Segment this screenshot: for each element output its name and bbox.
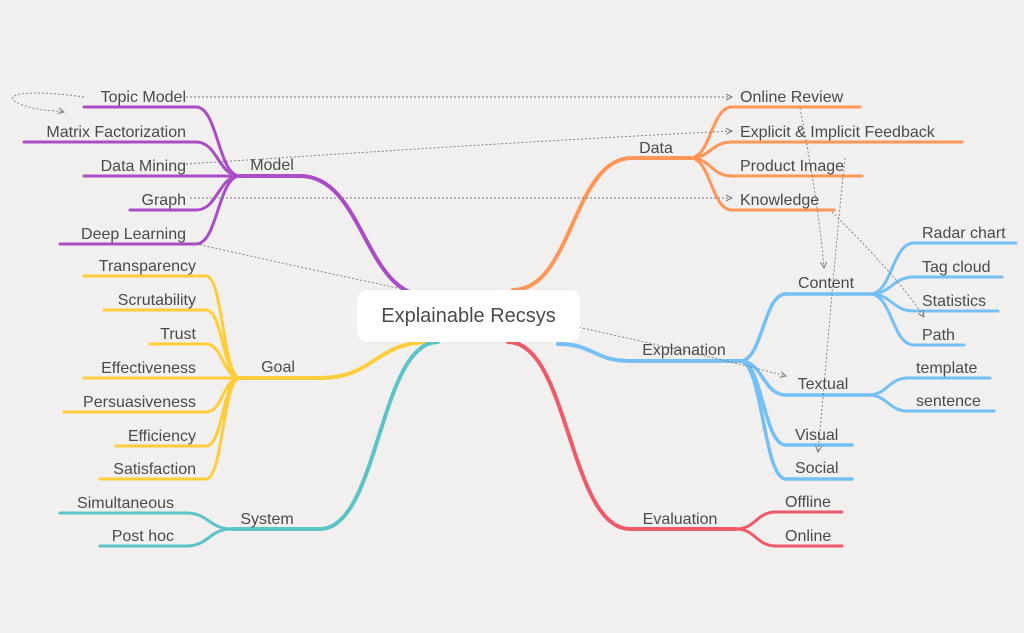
goal-leaf-transparency[interactable]: Transparency [99,258,196,275]
goal-leaf-trust[interactable]: Trust [160,326,196,343]
relation-online-review-to-content [799,107,824,268]
relation-knowledge-to-path [831,211,924,317]
textual-leaf-template[interactable]: template [916,360,977,377]
evaluation-leaf-connector [734,510,778,531]
goal-branch-line [318,340,432,380]
goal-leaf-scrutability[interactable]: Scrutability [118,292,196,309]
textual-leaf-connector [866,393,910,413]
relation-topic-model-loop [12,92,85,112]
model-leaf-connector [194,174,242,212]
social-node-label[interactable]: Social [795,460,839,477]
content-leaf-connector [868,292,916,347]
goal-leaf-connector [204,376,242,481]
relation-feedback-to-social [818,157,846,452]
textual-leaf-sentence[interactable]: sentence [916,393,981,410]
model-leaf-deep-learning[interactable]: Deep Learning [81,226,186,243]
content-leaf-statistics[interactable]: Statistics [922,293,986,310]
model-leaf-graph[interactable]: Graph [142,192,186,209]
model-branch-line [298,174,430,298]
evaluation-node-label[interactable]: Evaluation [643,511,718,528]
goal-leaf-efficiency[interactable]: Efficiency [128,428,196,445]
model-leaf-data-mining[interactable]: Data Mining [101,158,186,175]
explanation-branch-line [556,342,632,363]
system-leaf-connector [184,511,234,531]
data-leaf-online-review[interactable]: Online Review [740,89,844,106]
system-leaf-simultaneous[interactable]: Simultaneous [77,495,174,512]
data-branch-line [511,156,634,292]
model-node-label[interactable]: Model [250,157,294,174]
model-leaf-connector [194,105,242,178]
model-leaf-connector [194,140,242,178]
content-leaf-tag-cloud[interactable]: Tag cloud [922,259,991,276]
data-leaf-explicit-implicit-feedback[interactable]: Explicit & Implicit Feedback [740,124,936,141]
data-leaf-product-image[interactable]: Product Image [740,158,844,175]
content-node-label[interactable]: Content [798,275,855,292]
evaluation-leaf-connector [734,527,778,548]
textual-node-label[interactable]: Textual [798,376,849,393]
central-topic-label: Explainable Recsys [381,304,556,327]
system-node-label[interactable]: System [240,511,293,528]
model-leaf-matrix-factorization[interactable]: Matrix Factorization [46,124,186,141]
system-branch-line [318,340,440,531]
explanation-node-label[interactable]: Explanation [642,342,726,359]
content-leaf-path[interactable]: Path [922,327,955,344]
data-leaf-connector [688,156,734,212]
evaluation-leaf-online[interactable]: Online [785,528,831,545]
system-leaf-connector [184,527,234,548]
model-leaf-topic-model[interactable]: Topic Model [101,89,186,106]
central-topic-node[interactable]: Explainable Recsys [357,290,580,342]
goal-leaf-persuasiveness[interactable]: Persuasiveness [83,394,196,411]
evaluation-branch-line [506,340,632,531]
relation-data-mining-to-feedback [185,131,732,165]
visual-branch-line [738,359,788,447]
goal-leaf-effectiveness[interactable]: Effectiveness [101,360,196,377]
goal-leaf-satisfaction[interactable]: Satisfaction [113,461,196,478]
goal-node-label[interactable]: Goal [261,359,295,376]
data-leaf-knowledge[interactable]: Knowledge [740,192,819,209]
textual-leaf-connector [866,376,910,397]
visual-node-label[interactable]: Visual [795,427,838,444]
model-leaf-connector [194,174,242,246]
data-node-label[interactable]: Data [639,140,673,157]
content-leaf-radar-chart[interactable]: Radar chart [922,225,1006,242]
content-branch-line [738,292,788,363]
system-leaf-post-hoc[interactable]: Post hoc [112,528,174,545]
evaluation-leaf-offline[interactable]: Offline [785,494,831,511]
